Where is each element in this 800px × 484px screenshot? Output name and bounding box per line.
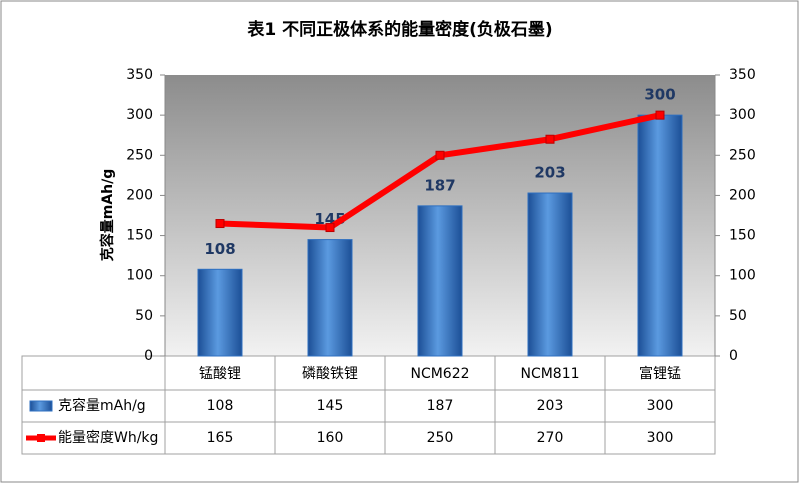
- line-marker: [215, 219, 225, 229]
- table-cell: 108: [207, 398, 234, 414]
- table-cell: 203: [537, 398, 564, 414]
- y2-tick-label: 50: [729, 308, 747, 324]
- bar: [527, 192, 573, 357]
- table-cell: 160: [317, 430, 344, 446]
- y-tick-label: 350: [126, 67, 153, 83]
- y2-tick-label: 300: [729, 107, 756, 123]
- x-tick-label: 锰酸锂: [199, 366, 241, 382]
- bar: [637, 114, 683, 357]
- y-tick-label: 100: [126, 268, 153, 284]
- line-marker: [545, 134, 555, 144]
- line-marker: [655, 110, 665, 120]
- y2-tick-label: 0: [729, 348, 738, 364]
- line-marker: [435, 150, 445, 160]
- y2-tick-label: 100: [729, 268, 756, 284]
- bar-value-label: 108: [204, 240, 235, 258]
- table-cell: 187: [427, 398, 454, 414]
- legend-label: 能量密度Wh/kg: [58, 429, 158, 446]
- y-tick-label: 300: [126, 107, 153, 123]
- y2-tick-label: 250: [729, 147, 756, 163]
- y-tick-label: 0: [144, 348, 153, 364]
- table-cell: 165: [207, 430, 234, 446]
- y-axis-label: 克容量mAh/g: [99, 169, 116, 262]
- y2-tick-label: 350: [729, 67, 756, 83]
- table-cell: 270: [537, 430, 564, 446]
- y2-tick-label: 150: [729, 228, 756, 244]
- line-marker: [325, 223, 335, 233]
- x-tick-label: NCM622: [410, 366, 469, 382]
- table-cell: 300: [647, 398, 674, 414]
- data-table: [21, 355, 716, 455]
- y-tick-label: 250: [126, 147, 153, 163]
- table-cell: 250: [427, 430, 454, 446]
- bar-value-label: 187: [424, 176, 455, 194]
- y-tick-label: 200: [126, 187, 153, 203]
- x-tick-label: NCM811: [520, 366, 579, 382]
- x-tick-label: 磷酸铁锂: [302, 366, 358, 382]
- bar-value-label: 300: [644, 86, 675, 104]
- y-tick-label: 50: [135, 308, 153, 324]
- legend-label: 克容量mAh/g: [58, 397, 146, 414]
- table-cell: 145: [317, 398, 344, 414]
- x-tick-label: 富锂锰: [639, 365, 681, 382]
- legend-key: [29, 400, 53, 412]
- y-tick-label: 150: [126, 228, 153, 244]
- y2-tick-label: 200: [729, 187, 756, 203]
- bar: [417, 205, 463, 357]
- chart-title: 表1 不同正极体系的能量密度(负极石墨): [247, 19, 552, 40]
- bar: [307, 239, 353, 357]
- bar: [197, 268, 243, 357]
- table-cell: 300: [647, 430, 674, 446]
- legend-key-marker: [37, 434, 45, 442]
- bar-value-label: 203: [534, 164, 565, 182]
